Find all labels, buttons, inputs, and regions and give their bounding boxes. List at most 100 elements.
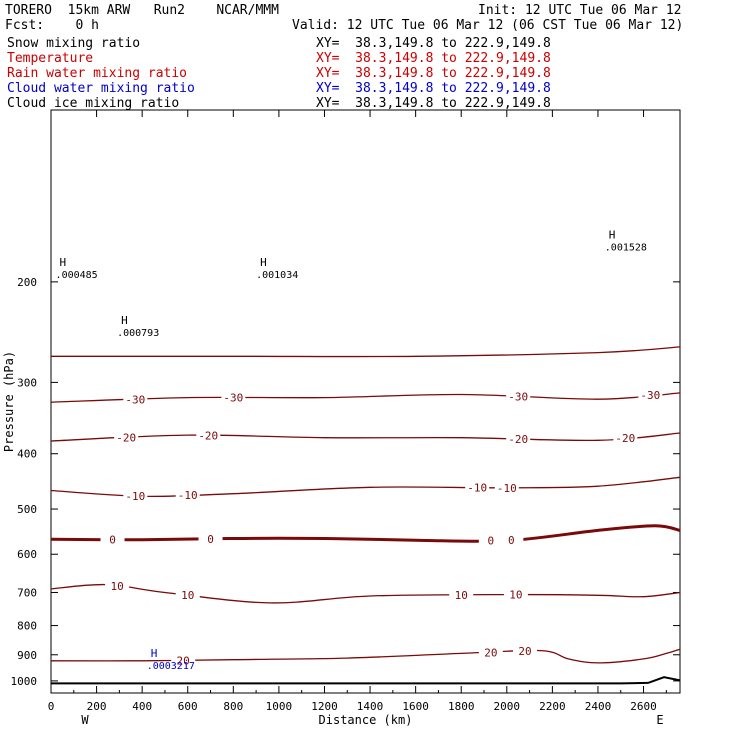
x-axis-title: Distance (km) (319, 713, 413, 727)
variable-section-coords: XY= 38.3,149.8 to 222.9,149.8 (316, 66, 551, 81)
contour-label: 0 (109, 534, 116, 547)
contour-label-bg (198, 531, 223, 545)
contour-label-bg (494, 480, 519, 494)
y-axis-title: Pressure (hPa) (2, 351, 16, 452)
contour-label-bg (171, 653, 196, 667)
contour-label-bg (114, 430, 139, 444)
contour-label-bg (221, 390, 246, 404)
x-tick-label: 1400 (357, 700, 384, 713)
max-marker-h: H (260, 256, 267, 269)
contour-label-bg (123, 392, 148, 406)
header-valid: Valid: 12 UTC Tue 06 Mar 12 (06 CST Tue … (292, 18, 684, 33)
max-value-label: .001528 (605, 243, 647, 254)
temperature-contour (51, 346, 681, 358)
contour-label: -10 (125, 490, 145, 503)
temperature-contour (50, 432, 681, 442)
contour-label-bg (465, 480, 490, 494)
temperature-contour (50, 648, 681, 664)
temperature-contours: -30 -30 -30 -30-20 -20 -20 -20-10 -10-10 -100 0 0 0… (50, 346, 681, 667)
temperature-contour (50, 392, 681, 403)
contour-label: 10 (110, 580, 123, 593)
variable-section-coords: XY= 38.3,149.8 to 222.9,149.8 (316, 36, 551, 51)
y-tick-label: 1000 (11, 675, 38, 688)
variable-section-coords: XY= 38.3,149.8 to 222.9,149.8 (316, 81, 551, 96)
x-tick-label: 2200 (539, 700, 566, 713)
y-tick-label: 500 (17, 503, 37, 516)
temperature-contour (50, 583, 681, 604)
contour-label: 10 (455, 589, 468, 602)
header-title: TORERO 15km ARW Run2 NCAR/MMM (5, 3, 279, 18)
x-tick-label: 1600 (402, 700, 429, 713)
contour-label: 10 (509, 589, 522, 602)
x-tick-label: 2000 (494, 700, 521, 713)
y-tick-label: 600 (17, 548, 37, 561)
contour-label: -10 (467, 482, 487, 495)
contour-label-bg (478, 645, 503, 659)
x-tick-label: 600 (178, 700, 198, 713)
max-value-label: .001034 (256, 270, 298, 281)
x-tick-label: 0 (48, 700, 55, 713)
x-tick-label: 2600 (630, 700, 657, 713)
contour-label: 20 (177, 654, 190, 667)
contour-label-bg (196, 428, 221, 442)
temperature-contour (50, 524, 681, 543)
contour-label-bg (506, 431, 531, 445)
contour-label: 20 (518, 645, 531, 658)
contour-label: -10 (178, 489, 198, 502)
y-tick-label: 200 (17, 276, 37, 289)
contour-label-bg (100, 532, 125, 546)
contour-label: -30 (508, 390, 528, 403)
contour-label-bg (175, 587, 200, 601)
contour-label-bg (638, 388, 663, 402)
max-marker-h: H (151, 647, 158, 660)
x-tick-label: 1000 (266, 700, 293, 713)
y-tick-label: 800 (17, 620, 37, 633)
contour-label-bg (513, 644, 538, 658)
header-init: Init: 12 UTC Tue 06 Mar 12 (478, 3, 682, 18)
y-tick-label: 300 (17, 376, 37, 389)
max-value-label: .0003217 (147, 661, 195, 672)
contour-label: -10 (497, 482, 517, 495)
contour-label-bg (613, 430, 638, 444)
contour-label: -20 (198, 429, 218, 442)
variable-label: Cloud ice mixing ratio (7, 96, 180, 111)
contour-label: 0 (488, 535, 495, 548)
contour-label-bg (449, 588, 474, 602)
contour-label: 20 (484, 646, 497, 659)
contour-label-bg (175, 488, 200, 502)
max-value-label: .000485 (56, 270, 98, 281)
contour-label-bg (478, 533, 503, 547)
contour-label: -20 (116, 432, 136, 445)
y-tick-label: 700 (17, 586, 37, 599)
contour-label: 10 (181, 589, 194, 602)
y-tick-label: 400 (17, 448, 37, 461)
contour-label: 0 (207, 533, 214, 546)
contour-label-bg (123, 488, 148, 502)
west-end-label: W (81, 713, 89, 727)
y-tick-label: 900 (17, 649, 37, 662)
header-fcst: Fcst: 0 h (5, 18, 99, 33)
max-marker-h: H (60, 256, 67, 269)
terrain-line (51, 676, 681, 685)
x-tick-label: 1800 (448, 700, 475, 713)
variable-label: Cloud water mixing ratio (7, 81, 195, 96)
variable-section-coords: XY= 38.3,149.8 to 222.9,149.8 (316, 96, 551, 111)
variable-label: Rain water mixing ratio (7, 66, 188, 81)
x-tick-label: 400 (132, 700, 152, 713)
max-marker-h: H (609, 229, 616, 242)
contour-label: -30 (223, 392, 243, 405)
contour-label-bg (499, 533, 524, 547)
x-tick-label: 1200 (311, 700, 338, 713)
contour-label-bg (506, 389, 531, 403)
contour-label-bg (105, 579, 130, 593)
max-value-label: .000793 (117, 328, 159, 339)
contour-label: -20 (508, 433, 528, 446)
max-marker-h: H (121, 314, 128, 327)
contour-label: -30 (640, 389, 660, 402)
variable-label: Temperature (7, 51, 94, 66)
contour-label: -30 (125, 393, 145, 406)
east-end-label: E (656, 713, 663, 727)
variable-section-coords: XY= 38.3,149.8 to 222.9,149.8 (316, 51, 551, 66)
contour-label-bg (503, 587, 528, 601)
